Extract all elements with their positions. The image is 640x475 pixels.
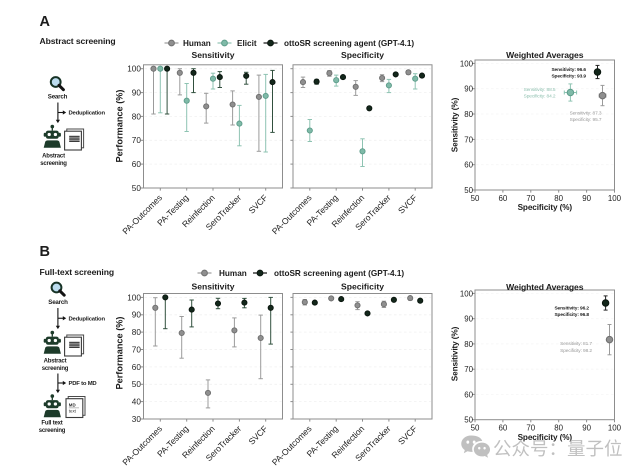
svg-text:ottoSR screening agent (GPT-4.: ottoSR screening agent (GPT-4.1) (274, 269, 404, 278)
svg-text:Deduplication: Deduplication (69, 316, 106, 322)
svg-text:Sensitivity: Sensitivity (192, 282, 235, 292)
svg-text:Deduplication: Deduplication (69, 111, 106, 117)
svg-text:MD: MD (69, 402, 76, 407)
svg-text:90: 90 (132, 89, 142, 98)
svg-text:90: 90 (464, 85, 473, 94)
svg-text:70: 70 (132, 136, 142, 145)
svg-text:Specificity: 93.9: Specificity: 93.9 (551, 73, 586, 79)
svg-text:50: 50 (471, 424, 480, 433)
svg-text:Sensitivity: 88.5: Sensitivity: 88.5 (524, 87, 556, 93)
svg-text:Abstract screening: Abstract screening (40, 36, 116, 46)
svg-text:80: 80 (464, 340, 473, 349)
svg-text:40: 40 (132, 398, 142, 407)
svg-text:100: 100 (460, 59, 474, 68)
svg-text:PDF to MD: PDF to MD (69, 381, 97, 387)
svg-text:80: 80 (554, 194, 563, 203)
svg-text:Sensitivity: 87.3: Sensitivity: 87.3 (570, 111, 602, 117)
svg-text:50: 50 (471, 194, 480, 203)
svg-text:Specificity (%): Specificity (%) (518, 203, 573, 212)
svg-text:B: B (40, 244, 50, 260)
svg-text:screening: screening (42, 366, 69, 372)
svg-text:80: 80 (132, 328, 142, 337)
svg-text:Abstract: Abstract (42, 154, 65, 160)
svg-text:Search: Search (48, 93, 68, 100)
svg-text:70: 70 (464, 365, 473, 374)
svg-text:A: A (40, 14, 51, 30)
svg-text:100: 100 (608, 194, 622, 203)
svg-text:Specificity (%): Specificity (%) (518, 433, 573, 442)
svg-text:60: 60 (464, 390, 473, 399)
svg-text:Human: Human (219, 269, 247, 278)
svg-text:Sensitivity: 96.2: Sensitivity: 96.2 (554, 306, 589, 312)
svg-text:70: 70 (526, 424, 535, 433)
svg-text:60: 60 (132, 363, 142, 372)
svg-text:100: 100 (127, 293, 141, 302)
svg-text:text: text (69, 409, 77, 414)
svg-text:50: 50 (464, 416, 473, 425)
svg-text:100: 100 (127, 65, 141, 74)
svg-text:Performance (%): Performance (%) (115, 316, 125, 389)
svg-text:60: 60 (499, 194, 508, 203)
svg-text:50: 50 (464, 186, 473, 195)
svg-text:70: 70 (464, 135, 473, 144)
svg-text:50: 50 (132, 184, 142, 193)
svg-text:60: 60 (499, 424, 508, 433)
svg-text:80: 80 (464, 110, 473, 119)
svg-text:Sensitivity: 96.6: Sensitivity: 96.6 (551, 67, 586, 73)
svg-text:60: 60 (132, 160, 142, 169)
svg-text:Specificity: 95.7: Specificity: 95.7 (570, 117, 602, 123)
svg-text:70: 70 (132, 345, 142, 354)
svg-text:Sensitivity: Sensitivity (192, 50, 235, 60)
svg-text:90: 90 (582, 424, 591, 433)
svg-text:Specificity: 98.2: Specificity: 98.2 (560, 348, 592, 354)
svg-text:Search: Search (48, 299, 68, 306)
svg-text:screening: screening (39, 428, 66, 434)
svg-text:screening: screening (40, 161, 67, 167)
svg-text:100: 100 (460, 289, 474, 298)
svg-text:70: 70 (526, 194, 535, 203)
svg-text:90: 90 (132, 311, 142, 320)
svg-text:Specificity: 84.2: Specificity: 84.2 (524, 94, 556, 100)
svg-text:Full-text screening: Full-text screening (40, 267, 115, 277)
svg-text:Abstract: Abstract (44, 359, 67, 365)
svg-text:Human: Human (183, 39, 211, 48)
svg-text:Specificity: Specificity (341, 50, 384, 60)
svg-text:Elicit: Elicit (237, 39, 257, 48)
svg-text:90: 90 (464, 315, 473, 324)
svg-text:Weighted Averages: Weighted Averages (506, 50, 584, 60)
svg-text:Weighted Averages: Weighted Averages (506, 282, 584, 292)
svg-text:90: 90 (582, 194, 591, 203)
svg-text:80: 80 (132, 112, 142, 121)
svg-text:100: 100 (608, 424, 622, 433)
svg-text:50: 50 (132, 380, 142, 389)
svg-text:Specificity: 96.8: Specificity: 96.8 (554, 312, 589, 318)
svg-text:Sensitivity (%): Sensitivity (%) (451, 326, 460, 381)
svg-text:Full text: Full text (41, 421, 62, 427)
svg-text:Sensitivity: 81.7: Sensitivity: 81.7 (560, 341, 592, 347)
svg-text:Sensitivity (%): Sensitivity (%) (451, 97, 460, 152)
svg-text:30: 30 (132, 415, 142, 424)
svg-text:Specificity: Specificity (341, 282, 384, 292)
svg-text:ottoSR screening agent (GPT-4.: ottoSR screening agent (GPT-4.1) (284, 39, 414, 48)
svg-text:Performance (%): Performance (%) (115, 89, 125, 162)
svg-text:80: 80 (554, 424, 563, 433)
svg-text:60: 60 (464, 161, 473, 170)
